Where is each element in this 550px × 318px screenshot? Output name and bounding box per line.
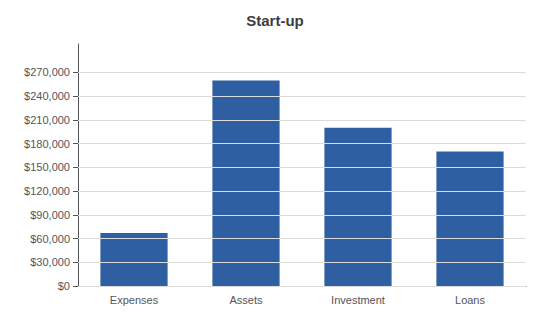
svg-text:$90,000: $90,000	[30, 209, 70, 221]
svg-text:$270,000: $270,000	[24, 66, 70, 78]
svg-text:Loans: Loans	[455, 294, 485, 306]
svg-text:Expenses: Expenses	[110, 294, 159, 306]
svg-text:Start-up: Start-up	[246, 12, 304, 29]
svg-text:$30,000: $30,000	[30, 256, 70, 268]
svg-text:$60,000: $60,000	[30, 233, 70, 245]
svg-text:$240,000: $240,000	[24, 90, 70, 102]
svg-text:$120,000: $120,000	[24, 185, 70, 197]
svg-text:Assets: Assets	[229, 294, 263, 306]
svg-text:$180,000: $180,000	[24, 138, 70, 150]
svg-text:$210,000: $210,000	[24, 114, 70, 126]
svg-text:$150,000: $150,000	[24, 161, 70, 173]
svg-text:Investment: Investment	[331, 294, 385, 306]
svg-text:$0: $0	[58, 280, 70, 292]
